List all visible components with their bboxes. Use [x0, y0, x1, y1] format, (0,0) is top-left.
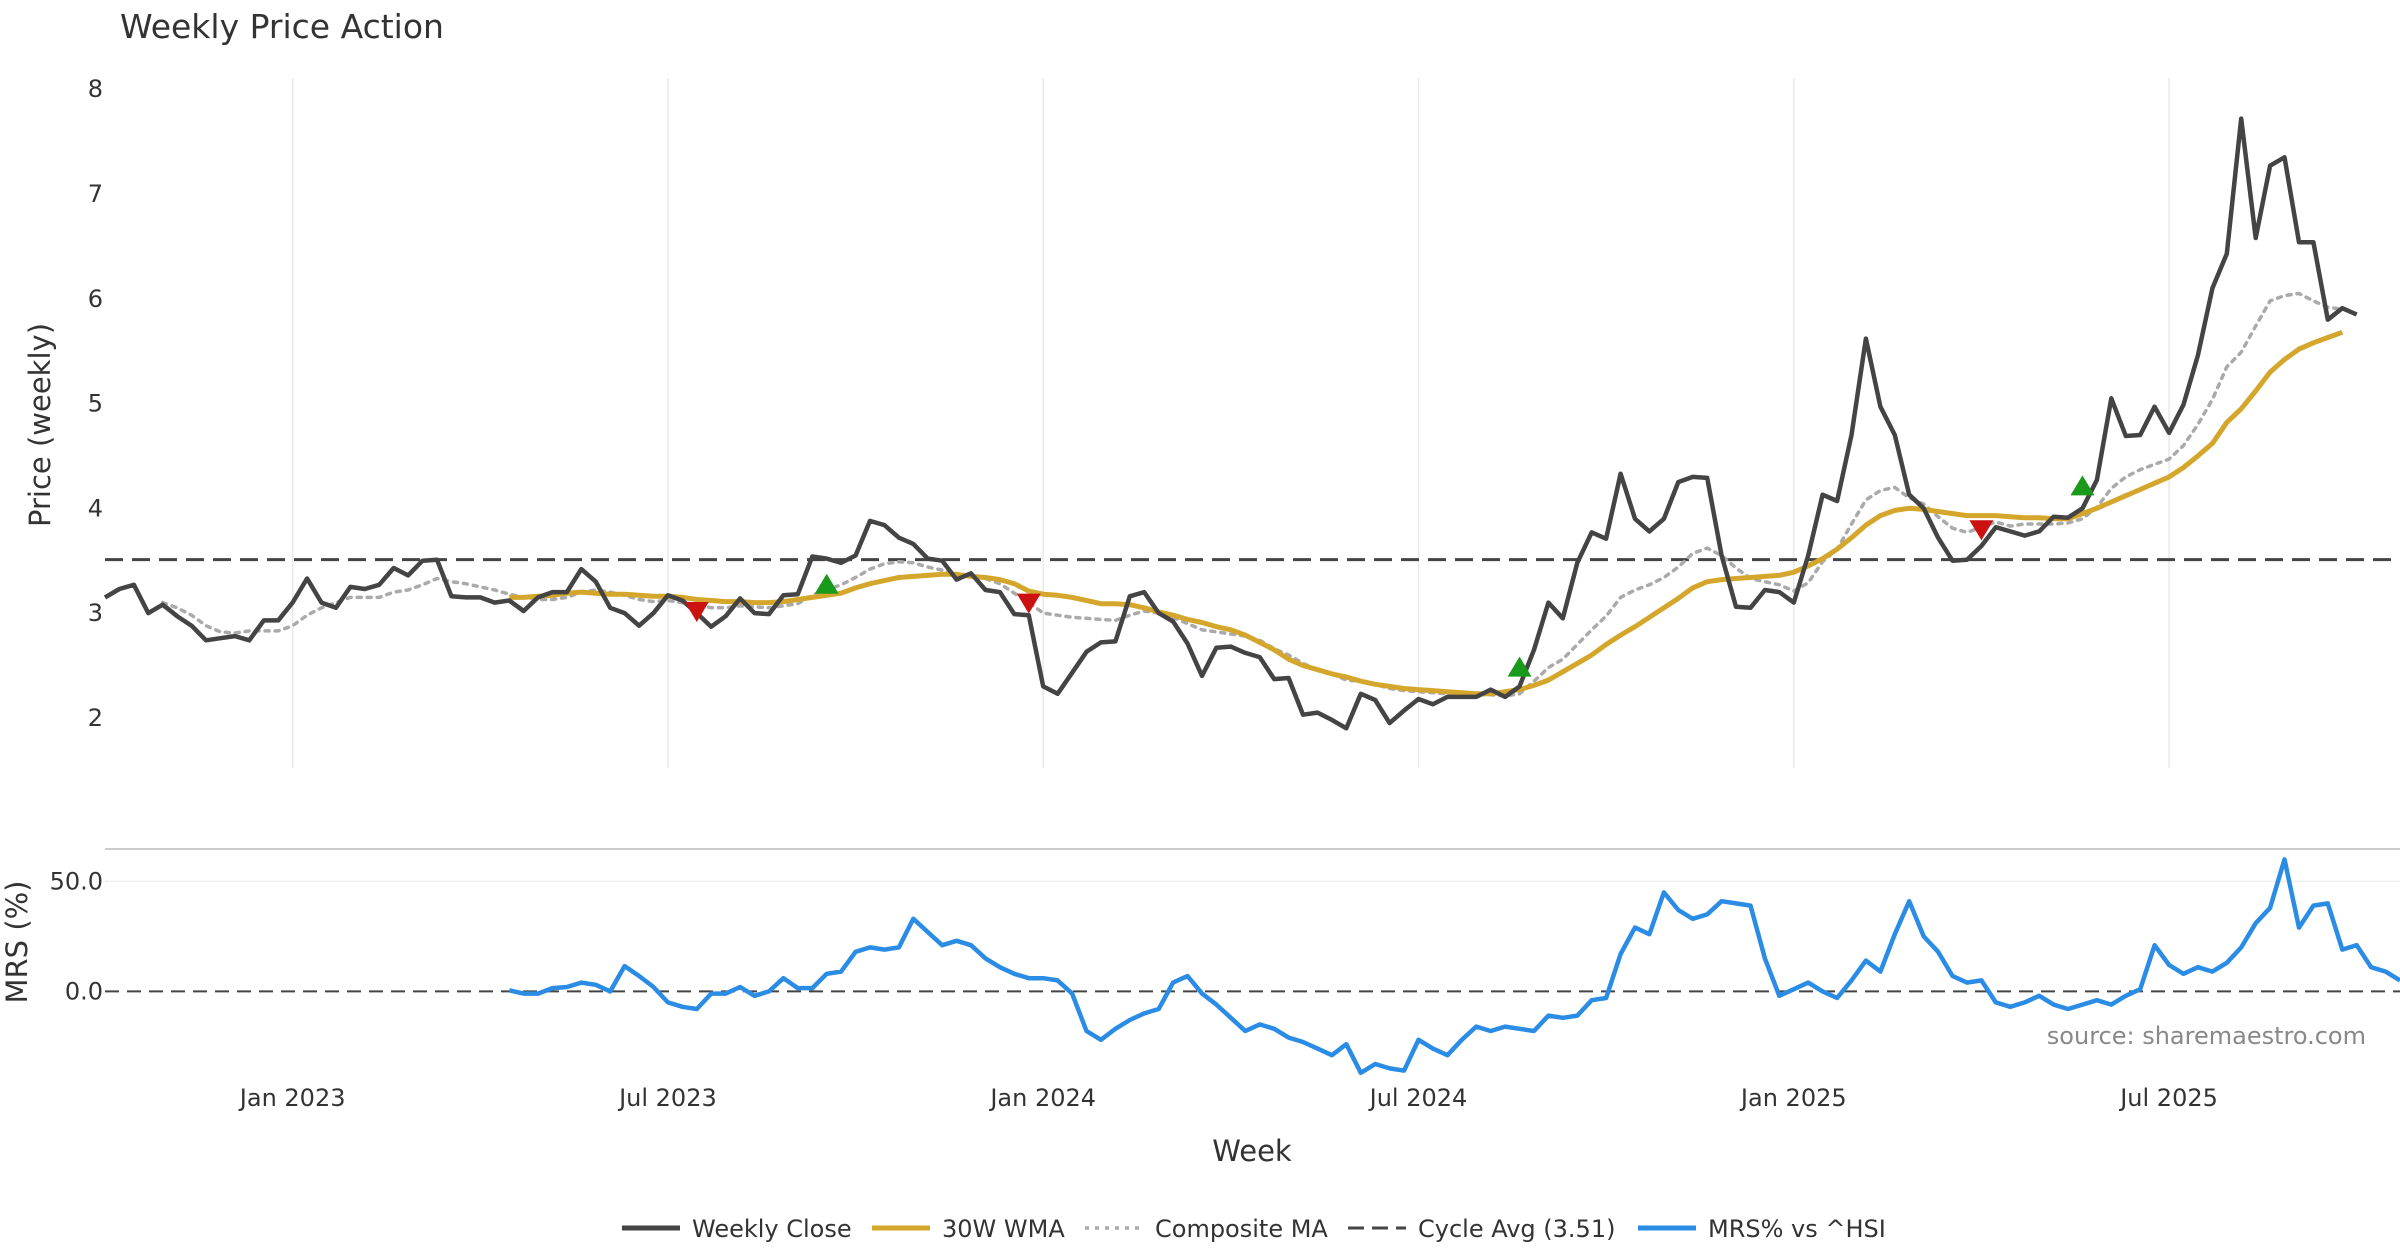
price-y-tick-label: 2	[88, 704, 103, 732]
legend-item: Composite MA	[1085, 1215, 1328, 1243]
x-axis-title: Week	[1212, 1134, 1292, 1168]
legend-item: Cycle Avg (3.51)	[1348, 1215, 1615, 1243]
series-layer	[103, 116, 2400, 1076]
x-tick-label: Jan 2023	[238, 1084, 346, 1112]
buy-signal-marker	[2070, 475, 2095, 496]
legend-item: 30W WMA	[872, 1215, 1065, 1243]
buy-signal-marker	[1507, 656, 1532, 677]
price-y-tick-label: 4	[88, 494, 103, 522]
x-tick-label: Jul 2025	[2118, 1084, 2218, 1112]
legend-label: Cycle Avg (3.51)	[1418, 1215, 1615, 1243]
buy-signal-marker	[814, 573, 839, 594]
legend-label: Weekly Close	[692, 1215, 852, 1243]
legend-label: 30W WMA	[942, 1215, 1065, 1243]
x-ticks: Jan 2023 Jul 2023 Jan 2024 Jul 2024 Jan 2025…	[238, 1084, 2218, 1112]
mrs-y-axis-title: MRS (%)	[0, 881, 34, 1004]
price-y-tick-label: 5	[88, 390, 103, 418]
source-note: source: sharemaestro.com	[2047, 1022, 2366, 1050]
grid-layer	[105, 78, 2400, 883]
mrs-y-tick-label: 0.0	[65, 977, 103, 1005]
wma-30w-line	[509, 329, 2344, 697]
mrs-line	[508, 857, 2400, 1076]
mrs-y-ticks: 0.0 50.0	[50, 867, 103, 1005]
legend-label: MRS% vs ^HSI	[1708, 1215, 1886, 1243]
sell-signal-marker	[1016, 593, 1041, 614]
chart-title: Weekly Price Action	[120, 7, 444, 46]
weekly-close-line	[103, 116, 2358, 731]
legend-item: MRS% vs ^HSI	[1638, 1215, 1886, 1243]
sell-signal-marker	[1969, 520, 1994, 541]
legend: Weekly Close 30W WMA Composite MA Cycle Avg…	[622, 1215, 1886, 1243]
price-y-axis-title: Price (weekly)	[23, 323, 57, 527]
x-tick-label: Jan 2025	[1739, 1084, 1847, 1112]
price-y-tick-label: 8	[88, 75, 103, 103]
sell-signal-marker	[684, 601, 709, 622]
composite-ma-line	[160, 291, 2345, 698]
x-tick-label: Jan 2024	[988, 1084, 1096, 1112]
legend-label: Composite MA	[1155, 1215, 1328, 1243]
x-tick-label: Jul 2024	[1368, 1084, 1468, 1112]
price-y-tick-label: 6	[88, 285, 103, 313]
legend-item: Weekly Close	[622, 1215, 852, 1243]
price-y-tick-label: 3	[88, 599, 103, 627]
signal-markers	[684, 475, 2095, 677]
x-tick-label: Jul 2023	[617, 1084, 717, 1112]
mrs-y-tick-label: 50.0	[50, 867, 103, 895]
price-y-tick-label: 7	[88, 180, 103, 208]
price-y-ticks: 2 3 4 5 6 7 8	[88, 75, 103, 732]
